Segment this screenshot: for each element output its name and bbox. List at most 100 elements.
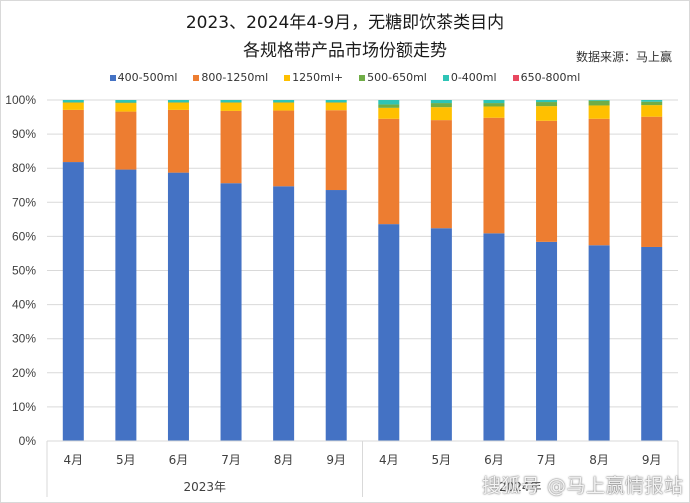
bar-segment-500-650ml [273, 102, 295, 103]
x-tick-label: 5月 [432, 453, 452, 467]
x-tick-label: 8月 [274, 453, 294, 467]
x-group-label: 2024年 [499, 480, 542, 494]
bar-segment-400-500ml [273, 186, 295, 441]
y-tick-label: 40% [12, 298, 36, 312]
bar-segment-500-650ml [220, 102, 242, 103]
bar-segment-800-1250ml [115, 111, 137, 170]
bar-segment-0-400ml [273, 100, 295, 103]
legend-swatch [109, 74, 116, 81]
bar-segment-800-1250ml [588, 118, 610, 246]
bar-segment-800-1250ml [273, 110, 295, 187]
watermark: 搜狐号 @马上赢情报站 [482, 475, 684, 497]
legend-swatch [442, 74, 449, 81]
legend-item: 0-400ml [442, 71, 497, 84]
bar-segment-1250ml- [536, 106, 558, 121]
y-tick-label: 80% [12, 161, 36, 175]
bar-segment-400-500ml [62, 162, 84, 441]
legend: 400-500ml 800-1250ml 1250ml+ 500-650ml 0-400… [0, 71, 690, 84]
bar-segment-800-1250ml [378, 118, 400, 225]
x-tick-label: 6月 [169, 453, 189, 467]
bar-segment-500-650ml [641, 101, 663, 106]
legend-item: 400-500ml [109, 71, 178, 84]
legend-label: 1250ml+ [292, 71, 344, 84]
bar-segment-1250ml- [430, 107, 452, 121]
bar-segment-800-1250ml [641, 116, 663, 247]
bar-segment-400-500ml [220, 183, 242, 442]
chart-subtitle: 各规格带产品市场份额走势 [243, 41, 447, 61]
legend-label: 800-1250ml [201, 71, 269, 84]
x-tick-label: 9月 [642, 453, 662, 467]
y-tick-label: 10% [12, 400, 36, 414]
x-tick-label: 4月 [63, 453, 83, 467]
y-tick-label: 100% [5, 93, 36, 107]
bar-segment-0-400ml [483, 100, 505, 104]
bar-segment-1250ml- [62, 102, 84, 110]
bar-segment-500-650ml [483, 103, 505, 107]
bar-segment-0-400ml [536, 100, 558, 103]
bar-segment-400-500ml [536, 241, 558, 441]
bar-segment-500-650ml [378, 104, 400, 108]
x-group-label: 2023年 [183, 480, 226, 494]
y-tick-label: 30% [12, 332, 36, 346]
bar-segment-1250ml- [378, 107, 400, 119]
bar-segment-0-400ml [641, 100, 663, 102]
x-tick-label: 9月 [326, 453, 346, 467]
bar-segment-500-650ml [115, 102, 137, 104]
bar-segment-1250ml- [325, 102, 347, 111]
bar-segment-0-400ml [325, 100, 347, 103]
bar-segment-800-1250ml [536, 120, 558, 242]
legend-item: 800-1250ml [193, 71, 268, 84]
bar-segment-400-500ml [641, 246, 663, 441]
bar-segment-800-1250ml [430, 120, 452, 229]
bar-segment-400-500ml [167, 172, 189, 441]
bar-segment-0-400ml [220, 100, 242, 103]
bar-segment-0-400ml [167, 100, 189, 103]
y-tick-label: 20% [12, 366, 36, 380]
legend-swatch [193, 74, 200, 81]
y-tick-label: 60% [12, 229, 36, 243]
bar-segment-500-650ml [430, 103, 452, 108]
bar-segment-500-650ml [62, 102, 84, 103]
bar-segment-1250ml- [273, 102, 295, 111]
bar-segment-400-500ml [325, 190, 347, 441]
bar-segment-0-400ml [430, 100, 452, 104]
chart-title: 2023、2024年4-9月，无糖即饮茶类目内 [185, 13, 505, 33]
bar-segment-1250ml- [167, 102, 189, 110]
legend-label: 650-800ml [520, 71, 581, 84]
bar-segment-400-500ml [483, 233, 505, 441]
x-tick-label: 5月 [116, 453, 136, 467]
legend-swatch [359, 74, 366, 81]
legend-swatch [512, 74, 519, 81]
bar-segment-800-1250ml [167, 109, 189, 173]
legend-item: 650-800ml [512, 71, 581, 84]
y-tick-label: 70% [12, 195, 36, 209]
y-tick-label: 0% [19, 434, 37, 448]
legend-swatch [284, 74, 291, 81]
x-tick-label: 8月 [589, 453, 609, 467]
legend-label: 0-400ml [450, 71, 497, 84]
bar-segment-0-400ml [62, 100, 84, 103]
source-note: 数据来源：马上赢 [575, 50, 672, 64]
bar-segment-400-500ml [430, 228, 452, 441]
bar-segment-400-500ml [115, 169, 137, 441]
bar-segment-500-650ml [325, 102, 347, 103]
bar-segment-0-400ml [588, 100, 610, 101]
bar-segment-1250ml- [483, 106, 505, 118]
bar-segment-0-400ml [378, 100, 400, 105]
x-tick-label: 4月 [379, 453, 399, 467]
bar-segment-1250ml- [588, 105, 610, 119]
legend-item: 1250ml+ [284, 71, 343, 84]
bar-segment-400-500ml [588, 245, 610, 441]
bar-segment-800-1250ml [325, 110, 347, 191]
bar-segment-1250ml- [641, 105, 663, 117]
x-tick-label: 6月 [484, 453, 504, 467]
bar-segment-500-650ml [536, 102, 558, 107]
bar-segment-400-500ml [378, 224, 400, 441]
bar-segment-800-1250ml [220, 110, 242, 184]
bar-segment-800-1250ml [62, 109, 84, 163]
legend-label: 400-500ml [117, 71, 178, 84]
y-tick-label: 90% [12, 127, 36, 141]
bar-segment-800-1250ml [483, 117, 505, 234]
legend-item: 500-650ml [359, 71, 427, 84]
